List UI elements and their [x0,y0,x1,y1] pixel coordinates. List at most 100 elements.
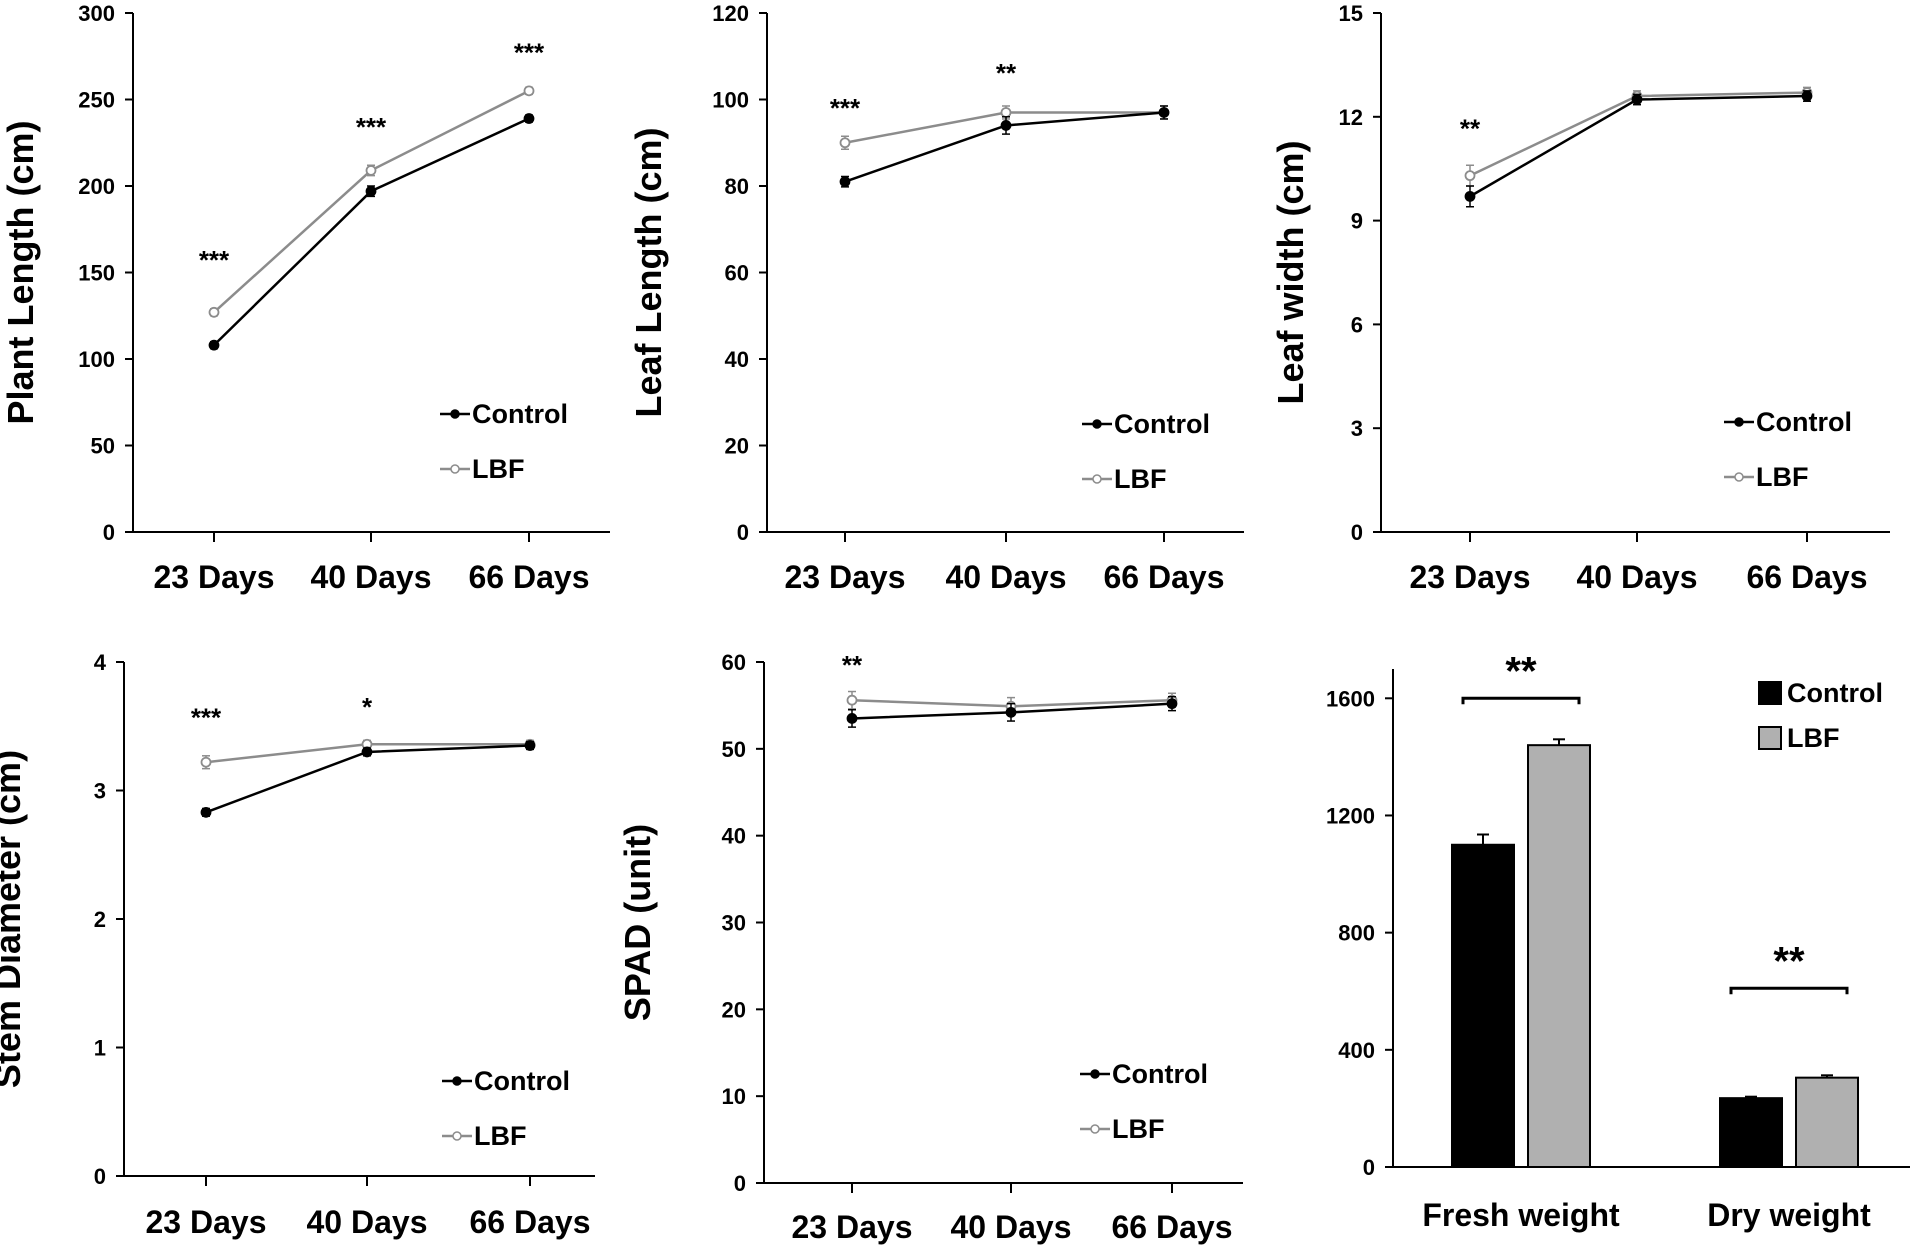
significance-label: ** [1505,649,1537,693]
legend-label-control: Control [1787,678,1883,708]
leaf-length-panel: 0 20 40 60 80 100 120 23 Days 40 Days 66 Days Leaf… [628,1,1244,595]
data-point-control [846,713,858,724]
legend-swatch-marker [1092,474,1102,484]
legend-swatch [1758,726,1782,750]
stem-diameter-panel: 0 1 2 3 4 23 Days 40 Days 66 Days Stem Diameter … [0,650,595,1240]
legend-label-lbf: LBF [1787,723,1839,753]
y-tick-label: 4 [94,650,107,675]
data-point-control [361,746,373,758]
legend-label-control: Control [474,1066,570,1096]
bar-lbf [1527,744,1591,1169]
weight-panel: 0 400 800 1200 1600 Fresh weight ** Dry weight *… [1326,649,1910,1233]
significance-label: *** [514,37,545,67]
data-point-control [523,113,535,124]
data-point-lbf [523,85,535,97]
significance-label: *** [356,112,387,142]
y-tick-label: 20 [725,434,749,459]
data-point-control [1005,706,1017,718]
x-tick-label: 66 Days [1747,559,1868,595]
legend-swatch-marker [452,1076,462,1086]
y-tick-label: 6 [1351,312,1363,337]
significance-label: * [362,692,373,722]
x-tick-label: Dry weight [1707,1197,1871,1233]
legend-label-control: Control [1756,407,1852,437]
legend-label-lbf: LBF [1756,462,1808,492]
legend-label-lbf: LBF [1114,464,1166,494]
y-tick-label: 0 [737,520,749,545]
legend-swatch-marker [1734,417,1744,427]
y-tick-label: 800 [1338,921,1375,946]
y-axis-title: Leaf width (cm) [1270,140,1311,404]
data-point-control [208,339,220,351]
data-point-lbf [846,694,858,706]
legend-label-control: Control [1112,1059,1208,1089]
bar-control [1451,843,1515,1168]
data-point-control [1158,107,1170,118]
data-point-control [1631,94,1643,105]
legend-swatch-marker [450,464,460,474]
legend-swatch-marker [1090,1124,1100,1134]
x-tick-label: 40 Days [307,1204,428,1240]
x-tick-label: 23 Days [146,1204,267,1240]
y-tick-label: 80 [725,174,749,199]
y-tick-label: 12 [1339,105,1363,130]
y-tick-label: 2 [94,907,106,932]
y-tick-label: 0 [1351,520,1363,545]
legend-label-lbf: LBF [472,454,524,484]
y-tick-label: 60 [722,650,746,675]
y-tick-label: 3 [94,779,106,804]
significance-bracket [1461,696,1581,705]
x-tick-label: 23 Days [792,1209,913,1245]
data-point-lbf [1464,170,1476,182]
x-tick-label: 23 Days [154,559,275,595]
y-tick-label: 40 [725,347,749,372]
legend-swatch-marker [1734,472,1744,482]
data-point-control [1801,90,1813,102]
x-tick-label: 66 Days [469,559,590,595]
significance-label: ** [1773,939,1805,983]
data-point-lbf [200,756,212,768]
x-tick-label: 40 Days [311,559,432,595]
data-point-lbf [1000,107,1012,118]
y-tick-label: 100 [78,347,115,372]
y-tick-label: 300 [78,1,115,26]
significance-label: *** [191,702,222,732]
y-tick-label: 1200 [1326,803,1375,828]
y-axis-title: Stem Diameter (cm) [0,750,28,1088]
y-tick-label: 150 [78,261,115,286]
bar-lbf [1795,1076,1859,1169]
legend-swatch-marker [1092,419,1102,429]
y-tick-label: 15 [1339,1,1363,26]
y-tick-label: 120 [712,1,749,26]
y-tick-label: 40 [722,824,746,849]
spad-panel: 0 10 20 30 40 50 60 23 Days 40 Days 66 Days SPAD (… [617,650,1243,1245]
data-point-control [839,176,851,188]
series-line-control [1469,94,1808,198]
legend-swatch-marker [1090,1069,1100,1079]
x-tick-label: 66 Days [1104,559,1225,595]
y-tick-label: 0 [1363,1155,1375,1180]
y-tick-label: 0 [94,1164,106,1189]
y-tick-label: 0 [734,1171,746,1196]
data-point-control [200,806,212,818]
y-tick-label: 100 [712,88,749,113]
significance-label: ** [1460,114,1481,144]
legend-label-control: Control [472,399,568,429]
y-tick-label: 200 [78,174,115,199]
y-tick-label: 1 [94,1036,106,1061]
significance-label: ** [842,650,863,680]
data-point-control [1166,698,1178,710]
y-tick-label: 400 [1338,1038,1375,1063]
significance-bracket [1729,986,1849,995]
significance-label: ** [996,58,1017,88]
y-tick-label: 1600 [1326,686,1375,711]
legend-label-control: Control [1114,409,1210,439]
y-tick-label: 30 [722,911,746,936]
bar-control [1719,1097,1783,1168]
legend-label-lbf: LBF [1112,1114,1164,1144]
x-tick-label: 66 Days [470,1204,591,1240]
x-tick-label: 23 Days [1410,559,1531,595]
significance-label: *** [830,93,861,123]
data-point-control [365,185,377,197]
